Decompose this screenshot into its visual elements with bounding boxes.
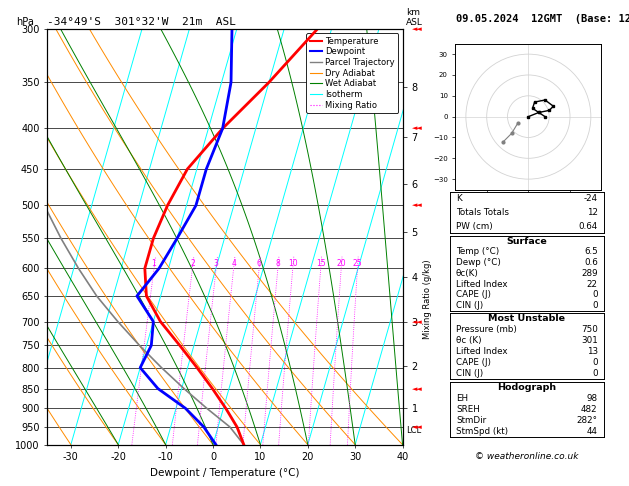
Text: Totals Totals: Totals Totals [456, 208, 509, 217]
Text: SREH: SREH [456, 405, 480, 414]
Legend: Temperature, Dewpoint, Parcel Trajectory, Dry Adiabat, Wet Adiabat, Isotherm, Mi: Temperature, Dewpoint, Parcel Trajectory… [306, 34, 398, 113]
Text: Hodograph: Hodograph [498, 382, 556, 392]
Text: StmSpd (kt): StmSpd (kt) [456, 427, 508, 436]
Text: 09.05.2024  12GMT  (Base: 12): 09.05.2024 12GMT (Base: 12) [456, 14, 629, 24]
Text: 22: 22 [587, 279, 598, 289]
Text: 44: 44 [587, 427, 598, 436]
Text: 482: 482 [581, 405, 598, 414]
Text: ◄◄: ◄◄ [412, 26, 423, 32]
Text: ◄◄: ◄◄ [412, 319, 423, 325]
Text: LCL: LCL [406, 426, 421, 435]
Text: Surface: Surface [506, 237, 547, 245]
Text: 0: 0 [592, 291, 598, 299]
Text: CAPE (J): CAPE (J) [456, 358, 491, 367]
Text: CAPE (J): CAPE (J) [456, 291, 491, 299]
Text: 0: 0 [592, 301, 598, 310]
Text: 12: 12 [587, 208, 598, 217]
Text: ◄◄: ◄◄ [412, 424, 423, 430]
Text: θᴄ(K): θᴄ(K) [456, 269, 479, 278]
Text: 10: 10 [288, 260, 298, 268]
Text: 25: 25 [353, 260, 362, 268]
Text: 8: 8 [276, 260, 281, 268]
Text: StmDir: StmDir [456, 416, 486, 425]
Text: Lifted Index: Lifted Index [456, 347, 508, 356]
Text: hPa: hPa [16, 17, 33, 27]
Text: PW (cm): PW (cm) [456, 222, 493, 231]
Text: 4: 4 [231, 260, 236, 268]
Text: 0.6: 0.6 [584, 258, 598, 267]
Text: 20: 20 [337, 260, 346, 268]
Text: ◄◄: ◄◄ [412, 125, 423, 131]
Text: 6: 6 [257, 260, 262, 268]
Text: Mixing Ratio (g/kg): Mixing Ratio (g/kg) [423, 260, 432, 339]
Text: © weatheronline.co.uk: © weatheronline.co.uk [475, 452, 579, 461]
Text: 301: 301 [581, 336, 598, 346]
Text: Dewp (°C): Dewp (°C) [456, 258, 501, 267]
Text: 15: 15 [316, 260, 326, 268]
Text: 6.5: 6.5 [584, 247, 598, 256]
Text: 2: 2 [190, 260, 195, 268]
Text: -34°49'S  301°32'W  21m  ASL: -34°49'S 301°32'W 21m ASL [47, 17, 236, 27]
Text: -24: -24 [584, 194, 598, 203]
Text: 289: 289 [581, 269, 598, 278]
Text: 98: 98 [587, 394, 598, 403]
Text: CIN (J): CIN (J) [456, 301, 483, 310]
Text: CIN (J): CIN (J) [456, 369, 483, 378]
Text: km
ASL: km ASL [406, 8, 423, 27]
Text: 1: 1 [152, 260, 157, 268]
Text: 0: 0 [592, 369, 598, 378]
Text: 750: 750 [581, 325, 598, 334]
Text: ◄◄: ◄◄ [412, 385, 423, 392]
Text: 282°: 282° [577, 416, 598, 425]
Text: Pressure (mb): Pressure (mb) [456, 325, 517, 334]
Text: 13: 13 [587, 347, 598, 356]
Text: 0.64: 0.64 [579, 222, 598, 231]
Text: Most Unstable: Most Unstable [488, 314, 565, 324]
Text: ◄◄: ◄◄ [412, 203, 423, 208]
Text: K: K [456, 194, 462, 203]
Text: θᴄ (K): θᴄ (K) [456, 336, 482, 346]
Text: 3: 3 [214, 260, 219, 268]
X-axis label: Dewpoint / Temperature (°C): Dewpoint / Temperature (°C) [150, 468, 299, 478]
X-axis label: kt: kt [525, 205, 532, 213]
Text: Lifted Index: Lifted Index [456, 279, 508, 289]
Text: Temp (°C): Temp (°C) [456, 247, 499, 256]
Text: 0: 0 [592, 358, 598, 367]
Text: EH: EH [456, 394, 468, 403]
